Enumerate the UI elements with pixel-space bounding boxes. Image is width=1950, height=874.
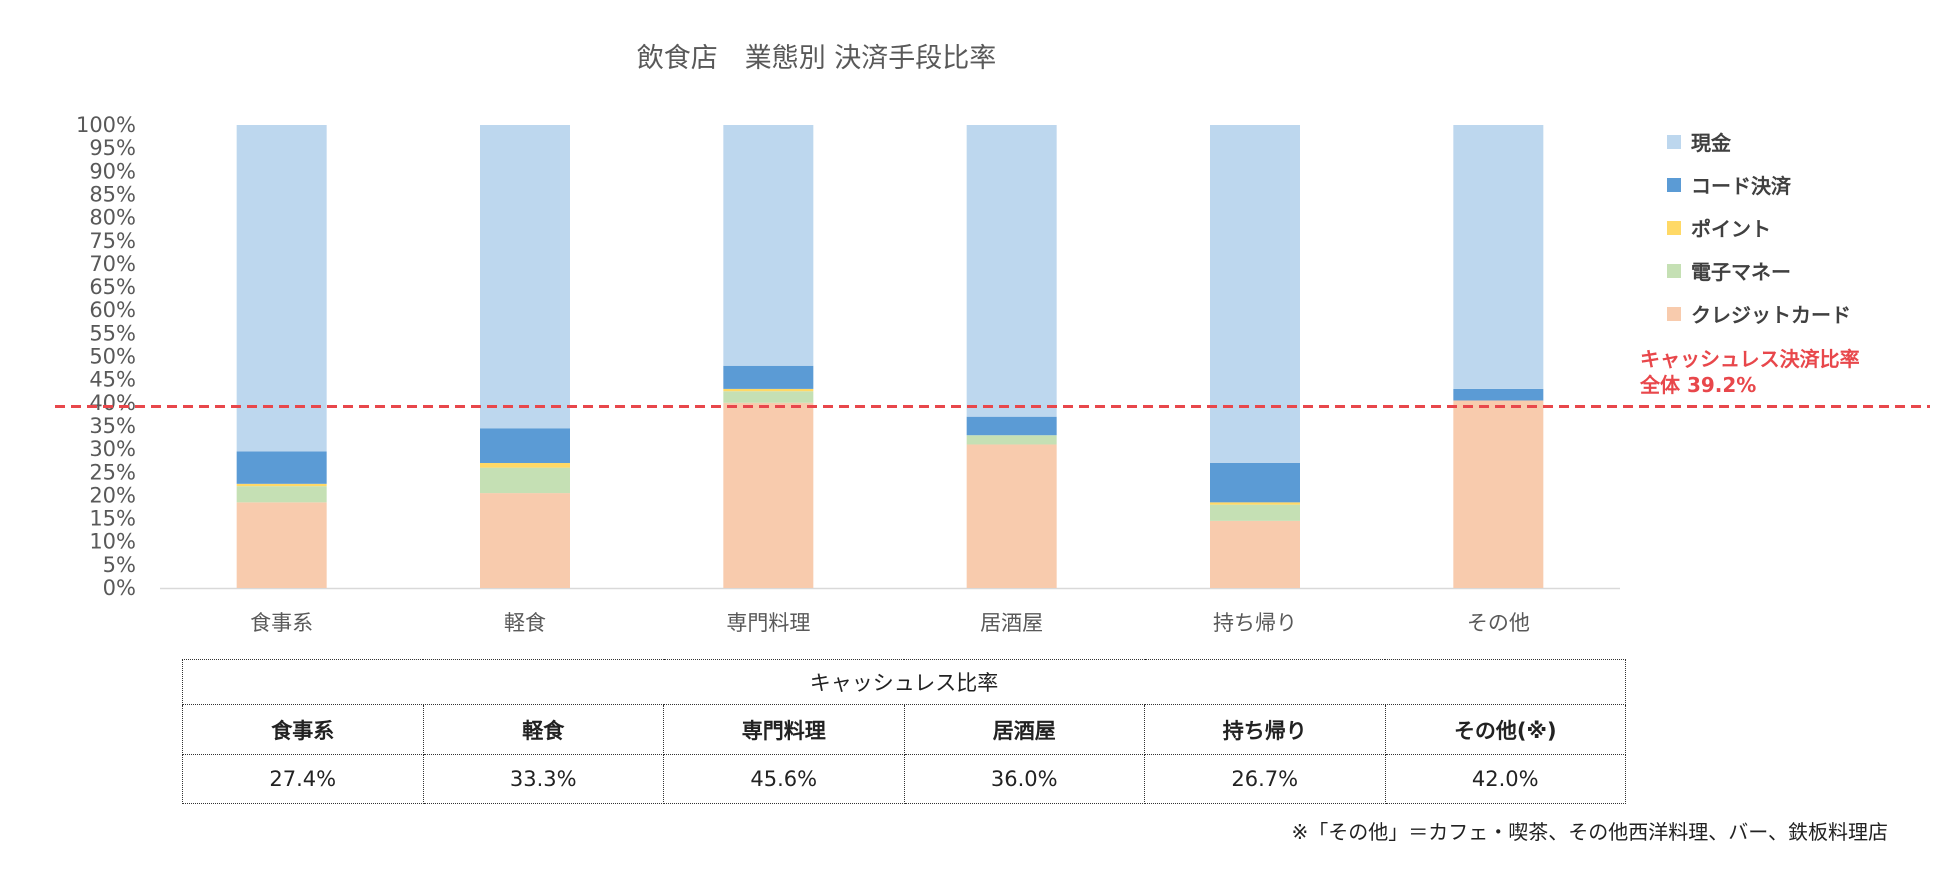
table-value-cell: 26.7% xyxy=(1144,754,1386,804)
table-category-cell: 居酒屋 xyxy=(903,704,1145,755)
table-category-cell: 食事系 xyxy=(182,704,424,755)
bar-segment xyxy=(723,391,814,403)
y-tick-label: 0% xyxy=(103,576,136,600)
legend-label-cash: 現金 xyxy=(1691,131,1731,155)
y-tick-label: 30% xyxy=(89,437,136,461)
table-header: キャッシュレス比率 xyxy=(182,659,1626,705)
y-tick-label: 45% xyxy=(89,368,136,392)
legend-swatch-point xyxy=(1667,220,1681,235)
bar-segment xyxy=(480,125,570,429)
y-tick-label: 55% xyxy=(89,321,136,345)
legend-label-emoney: 電子マネー xyxy=(1691,260,1791,284)
y-tick-label: 20% xyxy=(89,483,136,507)
legend-swatch-cash xyxy=(1667,134,1681,149)
table-value-cell: 27.4% xyxy=(182,754,424,804)
y-tick-label: 65% xyxy=(89,275,136,299)
y-tick-label: 5% xyxy=(103,553,136,577)
bar-segment xyxy=(236,125,327,452)
footnote: ※「その他」＝カフェ・喫茶、その他西洋料理、バー、鉄板料理店 xyxy=(1291,820,1888,844)
legend-item-cash: 現金 xyxy=(1667,120,1851,163)
y-tick-label: 50% xyxy=(89,345,136,369)
legend-item-emoney: 電子マネー xyxy=(1667,249,1851,292)
y-tick-label: 35% xyxy=(89,414,136,438)
legend-item-point: ポイント xyxy=(1667,206,1851,249)
table-value-cell: 42.0% xyxy=(1384,754,1626,804)
bar-segment xyxy=(723,402,814,588)
y-tick-label: 90% xyxy=(89,159,136,183)
bar-segment xyxy=(723,125,814,366)
legend-label-code: コード決済 xyxy=(1691,174,1791,198)
table-value-cell: 36.0% xyxy=(903,754,1145,804)
bar-segment xyxy=(966,125,1057,417)
cashless-ratio-table: キャッシュレス比率 食事系 軽食 専門料理 居酒屋 持ち帰り その他(※) 27… xyxy=(182,659,1626,804)
legend-item-code: コード決済 xyxy=(1667,163,1851,206)
y-tick-label: 15% xyxy=(89,507,136,531)
y-tick-label: 100% xyxy=(76,113,136,137)
table-value-cell: 33.3% xyxy=(422,754,664,804)
x-category-label: 専門料理 xyxy=(726,611,810,635)
bar-segment xyxy=(480,493,570,588)
y-tick-label: 25% xyxy=(89,460,136,484)
y-tick-label: 10% xyxy=(89,530,136,554)
table-category-row: 食事系 軽食 専門料理 居酒屋 持ち帰り その他(※) xyxy=(182,704,1626,755)
x-category-label: その他 xyxy=(1467,611,1530,635)
legend-swatch-emoney xyxy=(1667,263,1681,278)
x-category-label: 軽食 xyxy=(504,611,546,635)
y-tick-label: 75% xyxy=(89,229,136,253)
table-category-cell: その他(※) xyxy=(1384,704,1626,755)
y-tick-label: 85% xyxy=(89,182,136,206)
chart-title: 飲食店 業態別 決済手段比率 xyxy=(636,43,997,74)
y-tick-label: 60% xyxy=(89,298,136,322)
cashless-annotation-line1: キャッシュレス決済比率 xyxy=(1640,347,1860,371)
y-tick-label: 80% xyxy=(89,206,136,230)
legend-swatch-code xyxy=(1667,177,1681,192)
bar-segment xyxy=(966,435,1057,445)
x-category-label: 居酒屋 xyxy=(980,611,1043,635)
bar-segment xyxy=(1453,125,1544,389)
y-tick-label: 40% xyxy=(89,391,136,415)
legend-label-credit: クレジットカード xyxy=(1691,303,1851,327)
bar-segment xyxy=(723,388,814,392)
bar-segment xyxy=(236,451,327,484)
bar-segment xyxy=(1453,388,1544,401)
y-tick-label: 70% xyxy=(89,252,136,276)
x-category-label: 持ち帰り xyxy=(1213,611,1297,635)
legend-item-credit: クレジットカード xyxy=(1667,292,1851,335)
bar-segment xyxy=(1453,400,1544,588)
bar-segment xyxy=(1210,502,1300,505)
cashless-annotation-line2: 全体 39.2% xyxy=(1640,373,1757,397)
table-category-cell: 軽食 xyxy=(422,704,664,755)
bar-segment xyxy=(236,502,327,588)
bar-segment xyxy=(236,486,327,503)
bar-segment xyxy=(480,467,570,494)
table-value-cell: 45.6% xyxy=(663,754,905,804)
bar-segment xyxy=(723,365,814,389)
y-tick-label: 95% xyxy=(89,136,136,160)
bar-segment xyxy=(480,428,570,463)
bar-segment xyxy=(1210,504,1300,521)
table-category-cell: 専門料理 xyxy=(663,704,905,755)
bar-segment xyxy=(1210,520,1300,588)
table-value-row: 27.4% 33.3% 45.6% 36.0% 26.7% 42.0% xyxy=(182,754,1626,804)
chart-legend: 現金 コード決済 ポイント 電子マネー クレジットカード xyxy=(1667,120,1851,335)
bar-segment xyxy=(236,483,327,487)
legend-label-point: ポイント xyxy=(1691,217,1771,241)
table-category-cell: 持ち帰り xyxy=(1144,704,1386,755)
legend-swatch-credit xyxy=(1667,306,1681,321)
bar-segment xyxy=(1210,125,1300,463)
bar-segment xyxy=(480,462,570,468)
cashless-annotation: キャッシュレス決済比率 全体 39.2% xyxy=(1640,346,1860,398)
bar-segment xyxy=(966,444,1057,588)
x-category-label: 食事系 xyxy=(250,611,313,635)
bar-segment xyxy=(966,416,1057,436)
chart-plot: 0%5%10%15%20%25%30%35%40%45%50%55%60%65%… xyxy=(55,113,1930,635)
bar-segment xyxy=(1210,462,1300,503)
